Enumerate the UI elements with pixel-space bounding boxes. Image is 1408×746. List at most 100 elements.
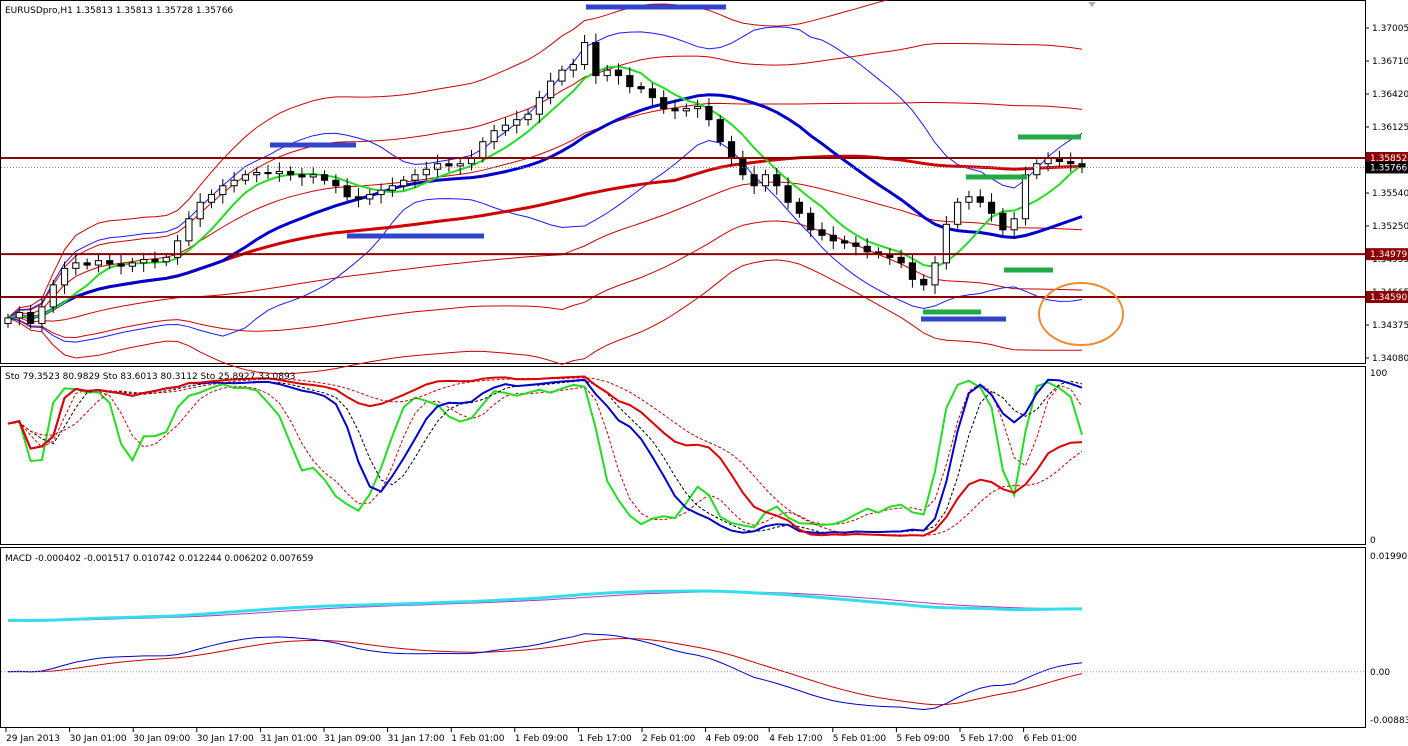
candle-body	[275, 170, 283, 175]
macd-y-label: -0.00883	[1370, 716, 1408, 726]
sto-fast-main	[7, 379, 1083, 529]
candle-body	[94, 260, 103, 266]
candle-body	[795, 201, 803, 214]
candle-body	[840, 240, 849, 244]
candle-body	[818, 229, 826, 236]
candle-body	[603, 69, 611, 77]
candle-body	[366, 194, 374, 200]
candle-body	[106, 260, 114, 265]
candle-body	[784, 185, 792, 203]
candle-body	[897, 256, 905, 264]
candle-body	[954, 201, 962, 225]
candle-body	[1021, 174, 1030, 220]
candle-body	[558, 69, 566, 82]
candle-body	[524, 113, 532, 121]
candle-body	[456, 163, 464, 167]
candle-body	[648, 88, 657, 99]
x-tick-label: 6 Feb 01:00	[1024, 734, 1078, 744]
candle-body	[807, 212, 815, 231]
candle-body	[976, 196, 984, 203]
candle-body	[750, 174, 758, 187]
candle-body	[433, 163, 442, 170]
candle-body	[1033, 163, 1041, 176]
shift-marker-icon[interactable]	[1088, 2, 1096, 7]
stochastic-layer	[7, 375, 1083, 537]
candle-body	[128, 262, 136, 267]
y-tick-label: 1.36710	[1372, 57, 1408, 67]
x-tick-label: 4 Feb 09:00	[706, 734, 760, 744]
candle-body	[287, 170, 295, 176]
macd-short-signal	[7, 638, 1083, 706]
y-tick-label: 1.36420	[1372, 90, 1408, 100]
candle-body	[117, 263, 125, 267]
x-tick-label: 30 Jan 01:00	[70, 734, 127, 744]
candle-body	[151, 259, 159, 263]
price-label-box	[1366, 291, 1408, 304]
candle-body	[467, 157, 476, 165]
candle-body	[773, 174, 781, 187]
price-label-box	[1366, 248, 1408, 261]
candle-body	[320, 174, 329, 181]
x-tick-label: 31 Jan 01:00	[260, 734, 317, 744]
candle-body	[72, 262, 80, 269]
candle-body	[626, 75, 634, 88]
candle-body	[1010, 218, 1018, 231]
sto-slow-main	[7, 375, 1083, 537]
bollinger-short-lower	[7, 139, 1083, 343]
candle-body	[388, 185, 396, 191]
candle-body	[4, 317, 12, 324]
candle-body	[309, 174, 317, 178]
x-tick-label: 31 Jan 09:00	[324, 734, 381, 744]
candle-body	[727, 141, 736, 159]
candle-body	[140, 259, 148, 264]
stochastic-panel[interactable]	[0, 366, 1366, 545]
price-label-text: 1.35852	[1370, 154, 1407, 164]
y-tick-label: 1.35250	[1372, 222, 1408, 232]
price-label-text: 1.34590	[1370, 293, 1407, 303]
bollinger-long-lower-3	[7, 259, 1082, 375]
candle-body	[343, 185, 351, 198]
candle-body	[999, 212, 1007, 231]
candle-body	[569, 64, 577, 71]
candle-body	[298, 174, 306, 178]
candle-body	[400, 179, 408, 187]
x-tick-label: 5 Feb 01:00	[833, 734, 887, 744]
candle-body	[942, 223, 950, 264]
candle-body	[354, 196, 363, 200]
x-tick-label: 30 Jan 17:00	[197, 734, 254, 744]
candle-body	[739, 157, 747, 176]
ma-mid-blue	[7, 93, 1083, 320]
candle-body	[852, 242, 860, 247]
y-tick-label: 1.37005	[1372, 24, 1408, 34]
x-tick-label: 1 Feb 01:00	[451, 734, 505, 744]
candle-body	[592, 42, 600, 77]
x-tick-label: 5 Feb 17:00	[960, 734, 1014, 744]
candle-body	[15, 311, 23, 319]
candle-body	[422, 168, 430, 176]
macd-panel[interactable]	[0, 547, 1366, 728]
macd-long-signal	[7, 591, 1082, 622]
candle-body	[920, 278, 928, 286]
x-tick-label: 4 Feb 17:00	[769, 734, 823, 744]
candle-body	[253, 172, 261, 176]
sto-y-label: 0	[1370, 536, 1376, 546]
candle-body	[49, 284, 57, 308]
candle-body	[185, 218, 193, 242]
candle-body	[761, 174, 770, 187]
candle-body	[682, 108, 690, 112]
price-panel[interactable]	[0, 0, 1366, 364]
candle-body	[445, 163, 453, 167]
candle-body	[196, 201, 204, 220]
candle-body	[38, 306, 46, 324]
candle-body	[241, 174, 250, 181]
candle-body	[207, 194, 216, 203]
price-label-box	[1366, 161, 1408, 174]
candle-body	[660, 97, 668, 110]
price-layer	[1, 0, 1365, 375]
bollinger-long-upper-1	[7, 102, 1083, 319]
candle-body	[671, 108, 679, 112]
candle-body	[863, 245, 871, 253]
price-label-box	[1366, 151, 1408, 164]
candle-body	[705, 105, 713, 121]
candle-body	[987, 201, 996, 214]
